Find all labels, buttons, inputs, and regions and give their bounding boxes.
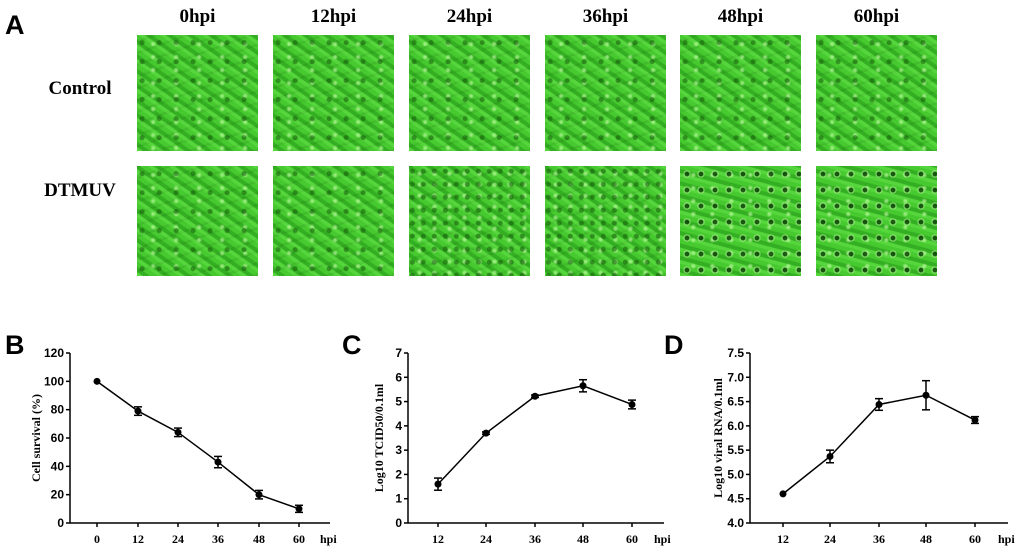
y-tick-label-b: 100: [44, 374, 64, 388]
y-tick-label-c: 4: [395, 419, 402, 433]
y-tick-label-d: 7.5: [727, 346, 744, 360]
y-tick-label-c: 5: [395, 395, 402, 409]
micrograph-dtmuv-12hpi: [273, 166, 394, 276]
y-tick-label-d: 5.0: [727, 467, 744, 481]
micrograph-dtmuv-0hpi: [137, 166, 258, 276]
data-point-d: [875, 400, 883, 408]
y-tick-label-c: 1: [395, 492, 402, 506]
y-axis-label-b: Cell survival (%): [29, 394, 43, 482]
x-tick-label-b: 0: [94, 532, 100, 546]
x-tick-label-d: 12: [777, 532, 789, 546]
x-tick-label-c: 60: [626, 532, 638, 546]
column-header-0hpi: 0hpi: [179, 6, 216, 27]
y-tick-label-d: 5.5: [727, 443, 744, 457]
y-tick-label-d: 4.5: [727, 492, 744, 506]
x-tick-label-b: 12: [132, 532, 144, 546]
y-tick-label-d: 6.0: [727, 419, 744, 433]
series-line-c: [437, 385, 633, 485]
y-tick-label-b: 60: [51, 431, 65, 445]
y-tick-label-b: 40: [51, 459, 65, 473]
data-point-c: [434, 480, 442, 488]
y-tick-label-b: 120: [44, 346, 64, 360]
column-header-12hpi: 12hpi: [310, 6, 357, 27]
x-tick-label-c: 24: [480, 532, 492, 546]
micrograph-control-36hpi: [545, 35, 666, 151]
y-tick-label-c: 6: [395, 370, 402, 384]
x-tick-label-b: 48: [253, 532, 265, 546]
y-tick-label-b: 20: [51, 488, 65, 502]
column-header-36hpi: 36hpi: [582, 6, 629, 27]
y-axis-label-c: Log10 TCID50/0.1ml: [372, 383, 386, 492]
y-tick-label-d: 7.0: [727, 370, 744, 384]
micrograph-control-60hpi: [816, 35, 937, 151]
x-tick-label-c: 48: [577, 532, 589, 546]
x-axis-label-b: hpi: [320, 532, 337, 546]
data-point-d: [971, 416, 979, 424]
micrograph-control-12hpi: [273, 35, 394, 151]
micrograph-dtmuv-36hpi: [545, 166, 666, 276]
micrograph-dtmuv-48hpi: [680, 166, 801, 276]
y-tick-label-b: 80: [51, 403, 65, 417]
panel-label-a: A: [5, 10, 25, 40]
data-point-b: [174, 428, 182, 436]
x-axis-label-c: hpi: [654, 532, 671, 546]
data-point-c: [482, 429, 490, 437]
data-point-d: [922, 391, 930, 399]
data-point-c: [579, 382, 587, 390]
column-header-24hpi: 24hpi: [446, 6, 493, 27]
column-header-48hpi: 48hpi: [717, 6, 764, 27]
panel-label-b: B: [5, 330, 25, 360]
x-tick-label-b: 36: [212, 532, 224, 546]
y-tick-label-c: 0: [395, 516, 402, 530]
data-point-b: [134, 407, 142, 415]
column-header-60hpi: 60hpi: [853, 6, 900, 27]
micrograph-control-24hpi: [409, 35, 530, 151]
x-tick-label-b: 60: [293, 532, 305, 546]
y-tick-label-d: 4.0: [727, 516, 744, 530]
y-tick-label-c: 3: [395, 443, 402, 457]
panel-label-d: D: [664, 330, 684, 360]
data-point-b: [255, 491, 263, 499]
data-point-c: [531, 392, 539, 400]
x-tick-label-d: 48: [920, 532, 932, 546]
micrograph-control-0hpi: [137, 35, 258, 151]
x-axis-label-d: hpi: [998, 532, 1015, 546]
x-tick-label-c: 36: [529, 532, 541, 546]
row-label-dtmuv: DTMUV: [44, 180, 116, 201]
micrograph-dtmuv-24hpi: [409, 166, 530, 276]
y-axis-label-d: Log10 viral RNA/0.1ml: [711, 378, 725, 498]
data-point-d: [826, 452, 834, 460]
data-point-b: [93, 377, 101, 385]
x-tick-label-c: 12: [432, 532, 444, 546]
y-tick-label-b: 0: [57, 516, 64, 530]
x-tick-label-d: 36: [873, 532, 885, 546]
x-tick-label-d: 60: [969, 532, 981, 546]
micrograph-dtmuv-60hpi: [816, 166, 937, 276]
x-tick-label-d: 24: [824, 532, 836, 546]
panel-label-c: C: [342, 330, 362, 360]
y-tick-label-d: 6.5: [727, 395, 744, 409]
data-point-c: [628, 400, 636, 408]
series-line-b: [96, 380, 300, 510]
data-point-b: [295, 505, 303, 513]
micrograph-control-48hpi: [680, 35, 801, 151]
row-label-control: Control: [48, 78, 112, 99]
y-tick-label-c: 2: [395, 467, 402, 481]
y-tick-label-c: 7: [395, 346, 402, 360]
data-point-b: [214, 458, 222, 466]
data-point-d: [779, 490, 787, 498]
x-tick-label-b: 24: [172, 532, 184, 546]
